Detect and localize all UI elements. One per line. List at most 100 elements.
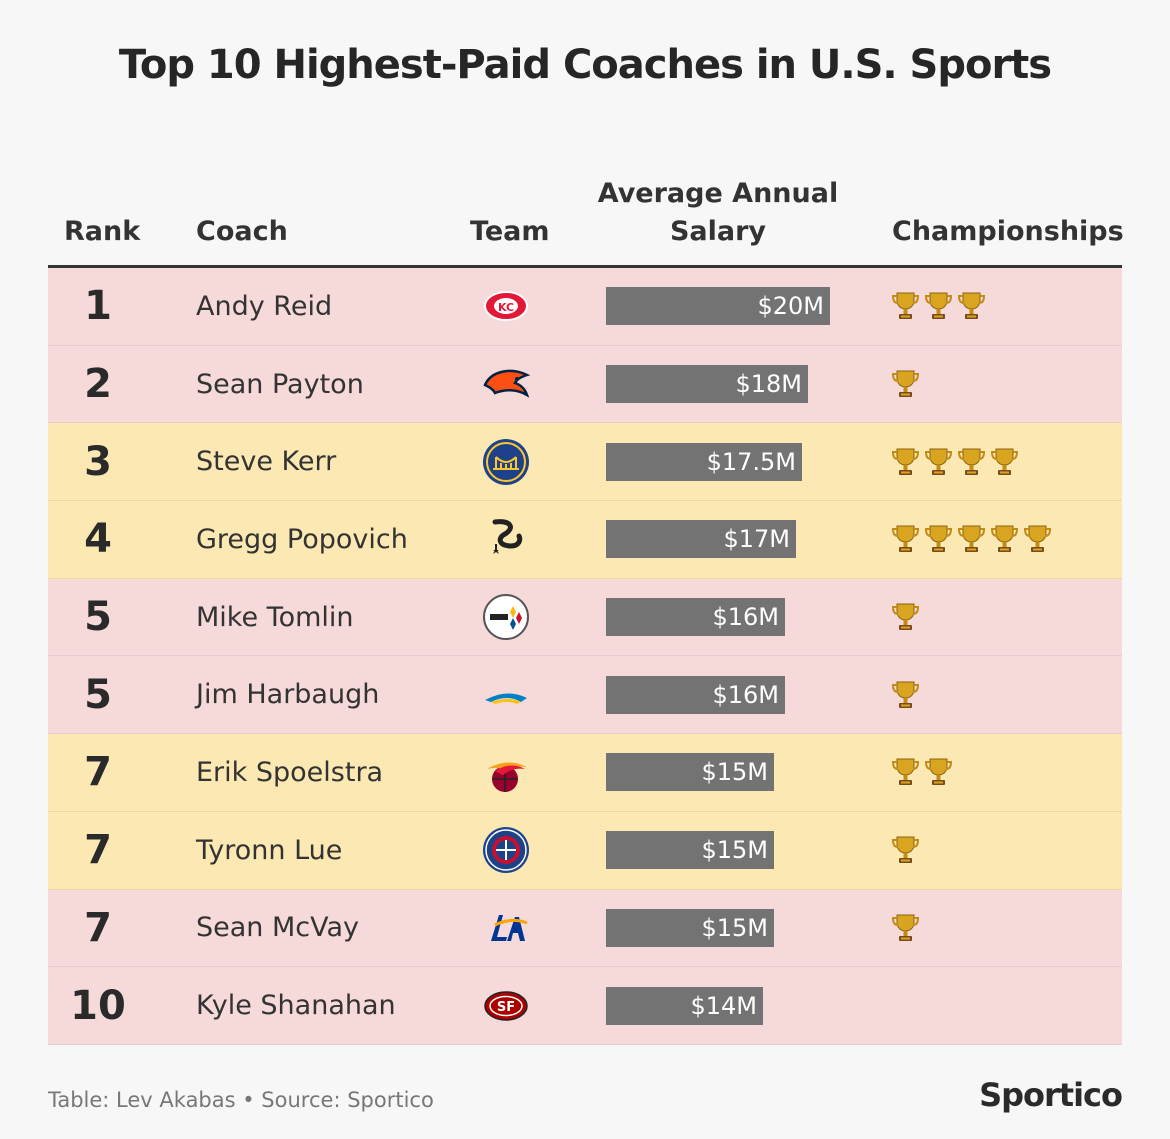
- kansas-city-chiefs-logo-icon: KC: [481, 281, 531, 331]
- trophy-icon: [891, 446, 920, 478]
- salary-bar-group: $16M: [606, 675, 785, 714]
- header-coach: Coach: [196, 216, 288, 247]
- trophy-icon: [891, 523, 920, 555]
- la-clippers-logo-icon: [481, 825, 531, 875]
- svg-text:KC: KC: [498, 301, 514, 314]
- los-angeles-chargers-logo-icon: [481, 670, 531, 720]
- salary-bar: [606, 908, 774, 947]
- trophy-icon: [990, 446, 1019, 478]
- header-rule: [48, 265, 1122, 268]
- salary-bar-group: $18M: [606, 365, 808, 404]
- salary-label: $15M: [701, 836, 768, 865]
- salary-bar: [606, 753, 774, 792]
- salary-bar-group: $15M: [606, 908, 774, 947]
- table-row: 3 Steve Kerr $17.5M: [48, 423, 1122, 502]
- trophy-icon: [1023, 523, 1052, 555]
- trophy-icon: [891, 601, 920, 633]
- footer-credit: Table: Lev Akabas • Source: Sportico: [48, 1088, 434, 1112]
- header-salary-line1: Average Annual: [597, 178, 839, 209]
- trophy-icon: [891, 679, 920, 711]
- pittsburgh-steelers-logo-icon: [481, 592, 531, 642]
- san-antonio-spurs-logo-icon: [481, 514, 531, 564]
- rank-value: 2: [84, 361, 112, 408]
- salary-bar: [606, 287, 830, 326]
- coach-name: Jim Harbaugh: [196, 679, 380, 711]
- salary-bar-group: $16M: [606, 598, 785, 637]
- salary-label: $14M: [690, 991, 757, 1020]
- header-team: Team: [470, 216, 550, 247]
- salary-bar: [606, 675, 785, 714]
- rank-value: 4: [84, 516, 112, 563]
- trophy-icon: [957, 446, 986, 478]
- championship-trophies: [891, 423, 1019, 500]
- table-row: 10 Kyle Shanahan SF $14M: [48, 967, 1122, 1045]
- trophy-icon: [924, 446, 953, 478]
- coach-name: Sean McVay: [196, 912, 360, 944]
- coach-name: Kyle Shanahan: [196, 990, 396, 1022]
- rank-value: 3: [84, 438, 112, 485]
- coach-name: Tyronn Lue: [196, 834, 343, 866]
- table-row: 1 Andy Reid KC $20M: [48, 268, 1122, 346]
- championship-trophies: [891, 656, 920, 733]
- rank-value: 7: [84, 749, 112, 796]
- trophy-icon: [924, 523, 953, 555]
- golden-state-warriors-logo-icon: [481, 437, 531, 487]
- salary-label: $15M: [701, 758, 768, 787]
- header-rank: Rank: [64, 216, 141, 247]
- trophy-icon: [891, 368, 920, 400]
- trophy-icon: [891, 756, 920, 788]
- salary-bar: [606, 365, 808, 404]
- coach-name: Andy Reid: [196, 290, 333, 322]
- header-championships: Championships: [892, 216, 1124, 247]
- trophy-icon: [891, 834, 920, 866]
- rank-value: 10: [70, 982, 126, 1029]
- championship-trophies: [891, 346, 920, 423]
- table-row: 7 Sean McVay $15M: [48, 889, 1122, 968]
- salary-label: $16M: [712, 603, 779, 632]
- coach-name: Mike Tomlin: [196, 601, 354, 633]
- coach-name: Sean Payton: [196, 368, 364, 400]
- trophy-icon: [957, 290, 986, 322]
- miami-heat-logo-icon: [481, 747, 531, 797]
- salary-bar-group: $20M: [606, 287, 830, 326]
- table-row: 5 Mike Tomlin $16M: [48, 578, 1122, 657]
- trophy-icon: [891, 912, 920, 944]
- table-row: 5 Jim Harbaugh $16M: [48, 656, 1122, 735]
- championship-trophies: [891, 579, 920, 656]
- trophy-icon: [990, 523, 1019, 555]
- championship-trophies: [891, 501, 1052, 578]
- trophy-icon: [924, 756, 953, 788]
- los-angeles-rams-logo-icon: [481, 903, 531, 953]
- salary-bar-group: $15M: [606, 753, 774, 792]
- san-francisco-49ers-logo-icon: SF: [481, 981, 531, 1031]
- table-row: 4 Gregg Popovich $17M: [48, 501, 1122, 579]
- sportico-logo: Sportico: [979, 1076, 1123, 1114]
- championship-trophies: [891, 812, 920, 889]
- rank-value: 7: [84, 827, 112, 874]
- salary-label: $20M: [757, 292, 824, 321]
- svg-text:SF: SF: [497, 1000, 515, 1015]
- salary-bar: [606, 442, 802, 481]
- salary-bar-group: $15M: [606, 831, 774, 870]
- salary-bar-group: $17M: [606, 520, 796, 559]
- salary-label: $17M: [723, 525, 790, 554]
- denver-broncos-logo-icon: [481, 359, 531, 409]
- rank-value: 1: [84, 283, 112, 330]
- championship-trophies: [891, 890, 920, 967]
- chart-title: Top 10 Highest-Paid Coaches in U.S. Spor…: [118, 42, 1052, 88]
- header-salary: Average Annual Salary: [596, 175, 840, 251]
- salary-bar: [606, 520, 796, 559]
- salary-label: $17.5M: [706, 447, 796, 476]
- salary-bar-group: $14M: [606, 986, 763, 1025]
- salary-bar-group: $17.5M: [606, 442, 802, 481]
- coach-table: 1 Andy Reid KC $20M 2 Sean Payton $18M 3 Steve K…: [48, 268, 1122, 1045]
- rank-value: 5: [84, 594, 112, 641]
- championship-trophies: [891, 734, 953, 811]
- rank-value: 5: [84, 671, 112, 718]
- trophy-icon: [957, 523, 986, 555]
- salary-bar: [606, 986, 763, 1025]
- trophy-icon: [891, 290, 920, 322]
- salary-label: $16M: [712, 680, 779, 709]
- coach-name: Steve Kerr: [196, 446, 337, 478]
- salary-bar: [606, 831, 774, 870]
